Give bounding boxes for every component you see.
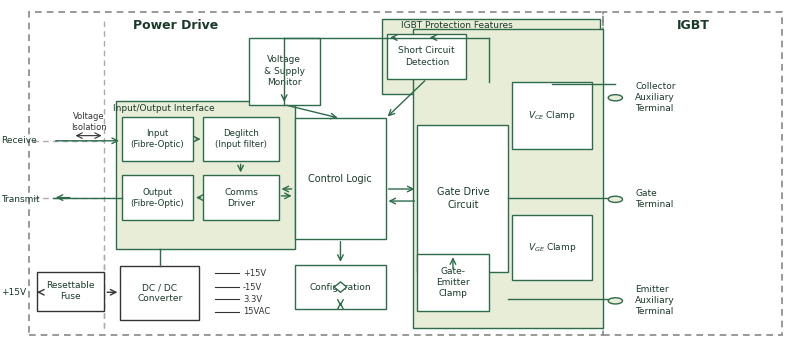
Text: Control Logic: Control Logic	[308, 174, 372, 184]
Text: Output
(Fibre-Optic): Output (Fibre-Optic)	[130, 187, 184, 208]
Text: Configuration: Configuration	[309, 282, 371, 291]
Text: $V_{GE}$ Clamp: $V_{GE}$ Clamp	[528, 241, 576, 254]
Text: Input
(Fibre-Optic): Input (Fibre-Optic)	[130, 129, 184, 149]
Text: DC / DC
Converter: DC / DC Converter	[138, 283, 183, 303]
Text: Gate-
Emitter
Clamp: Gate- Emitter Clamp	[436, 267, 470, 298]
Text: Comms
Driver: Comms Driver	[224, 187, 258, 208]
Circle shape	[608, 298, 622, 304]
Text: Resettable
Fuse: Resettable Fuse	[46, 281, 95, 302]
Text: 15VAC: 15VAC	[243, 307, 270, 316]
FancyBboxPatch shape	[382, 19, 599, 94]
Text: Gate Drive
Circuit: Gate Drive Circuit	[436, 187, 489, 210]
Circle shape	[608, 95, 622, 101]
Text: Power Drive: Power Drive	[133, 19, 219, 32]
FancyBboxPatch shape	[120, 266, 200, 320]
Text: -15V: -15V	[243, 282, 262, 291]
FancyBboxPatch shape	[249, 37, 320, 105]
Text: Emitter
Auxiliary
Terminal: Emitter Auxiliary Terminal	[635, 285, 675, 316]
Text: Collector
Auxiliary
Terminal: Collector Auxiliary Terminal	[635, 82, 676, 113]
FancyBboxPatch shape	[417, 125, 509, 272]
Text: IGBT Protection Features: IGBT Protection Features	[401, 21, 513, 30]
Text: Short Circuit
Detection: Short Circuit Detection	[398, 46, 455, 67]
FancyBboxPatch shape	[294, 118, 386, 239]
Text: Deglitch
(Input filter): Deglitch (Input filter)	[215, 129, 267, 149]
FancyBboxPatch shape	[204, 175, 279, 220]
FancyBboxPatch shape	[204, 117, 279, 161]
FancyBboxPatch shape	[122, 117, 193, 161]
FancyBboxPatch shape	[413, 29, 603, 328]
Text: Transmit: Transmit	[2, 195, 40, 204]
FancyBboxPatch shape	[512, 82, 591, 150]
FancyBboxPatch shape	[37, 272, 104, 311]
FancyBboxPatch shape	[122, 175, 193, 220]
Text: +15V: +15V	[243, 269, 266, 278]
Text: $V_{CE}$ Clamp: $V_{CE}$ Clamp	[528, 109, 576, 122]
Text: Receive: Receive	[2, 136, 37, 145]
Circle shape	[608, 196, 622, 202]
FancyBboxPatch shape	[417, 254, 489, 311]
Text: IGBT: IGBT	[677, 19, 709, 32]
Text: 3.3V: 3.3V	[243, 295, 262, 304]
FancyBboxPatch shape	[387, 34, 467, 79]
Text: Gate
Terminal: Gate Terminal	[635, 189, 673, 209]
FancyBboxPatch shape	[294, 265, 386, 310]
FancyBboxPatch shape	[512, 215, 591, 280]
Text: +15V: +15V	[2, 288, 26, 297]
FancyBboxPatch shape	[116, 101, 294, 249]
Text: Voltage
Isolation: Voltage Isolation	[71, 112, 107, 132]
Text: Voltage
& Supply
Monitor: Voltage & Supply Monitor	[264, 56, 304, 87]
Polygon shape	[334, 282, 347, 292]
Text: Input/Output Interface: Input/Output Interface	[113, 104, 215, 112]
